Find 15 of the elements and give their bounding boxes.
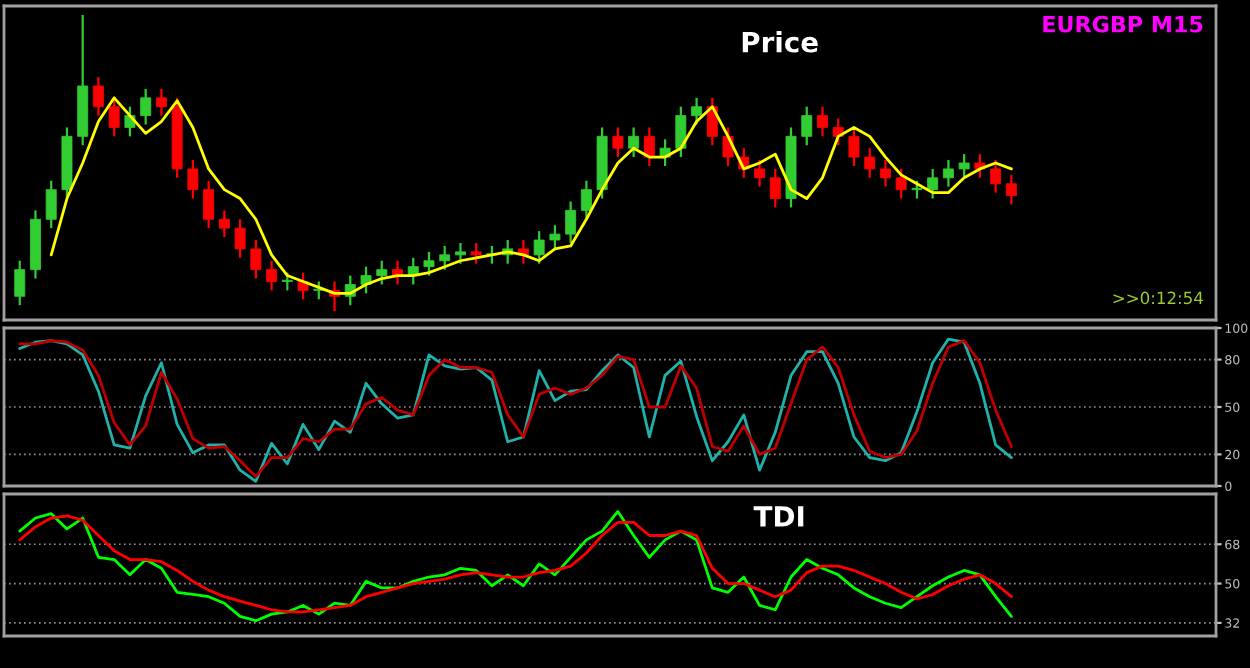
candlestick <box>423 250 435 277</box>
candlestick <box>187 158 199 200</box>
candlestick <box>958 153 970 179</box>
candlestick <box>108 96 120 138</box>
chart-title: TDI <box>753 506 804 527</box>
candlestick <box>234 218 246 259</box>
text: >>0:12:54 <box>1113 291 1203 305</box>
candlestick <box>864 147 876 179</box>
candlestick <box>533 230 545 265</box>
candlestick <box>549 224 561 251</box>
candlestick <box>848 126 860 168</box>
candlestick <box>250 238 262 280</box>
candlestick <box>612 126 624 159</box>
chart-title: Price <box>742 31 818 53</box>
text: EURGBP M15 <box>1043 15 1203 33</box>
